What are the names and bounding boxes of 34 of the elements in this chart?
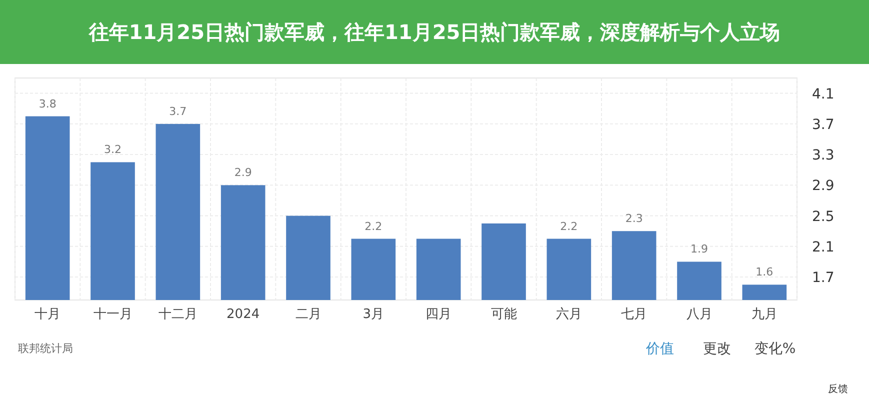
x-tick-label: 九月	[751, 307, 778, 322]
data-label: 3.7	[169, 104, 187, 118]
data-label: 1.9	[690, 242, 708, 256]
chart-title: 往年11月25日热门款军威，往年11月25日热门款军威，深度解析与个人立场	[0, 0, 869, 64]
x-tick-label: 四月	[426, 307, 452, 322]
x-tick-label: 六月	[556, 307, 582, 322]
x-tick-label: 八月	[686, 307, 712, 322]
x-tick-label: 十二月	[158, 307, 198, 322]
x-tick-label: 十一月	[93, 307, 132, 322]
x-tick-label: 3月	[362, 307, 384, 322]
data-label: 2.3	[625, 212, 643, 226]
y-tick-label: 3.3	[812, 148, 834, 164]
text: 更改	[703, 341, 731, 357]
y-tick-label: 1.7	[812, 270, 834, 286]
x-tick-label: 十月	[34, 307, 61, 322]
x-tick-label: 2024	[226, 307, 260, 322]
x-tick-label: 二月	[295, 307, 322, 322]
text: 反馈	[828, 383, 848, 395]
y-tick-label: 2.5	[812, 208, 834, 225]
y-tick-label: 4.1	[812, 86, 834, 102]
text: 价值	[645, 341, 674, 357]
x-tick-label: 七月	[621, 307, 648, 322]
x-tick-label: 可能	[490, 307, 517, 322]
data-label: 2.2	[364, 220, 382, 233]
y-tick-label: 3.7	[812, 116, 834, 133]
data-label: 2.9	[234, 166, 252, 180]
data-label: 1.6	[756, 266, 774, 279]
data-label: 2.2	[560, 220, 578, 233]
y-tick-label: 2.9	[812, 178, 834, 194]
data-label: 3.8	[38, 97, 56, 110]
text: 变化%	[754, 341, 796, 357]
y-tick-label: 2.1	[812, 239, 834, 256]
text: 联邦统计局	[18, 342, 73, 355]
data-label: 3.2	[104, 143, 122, 156]
